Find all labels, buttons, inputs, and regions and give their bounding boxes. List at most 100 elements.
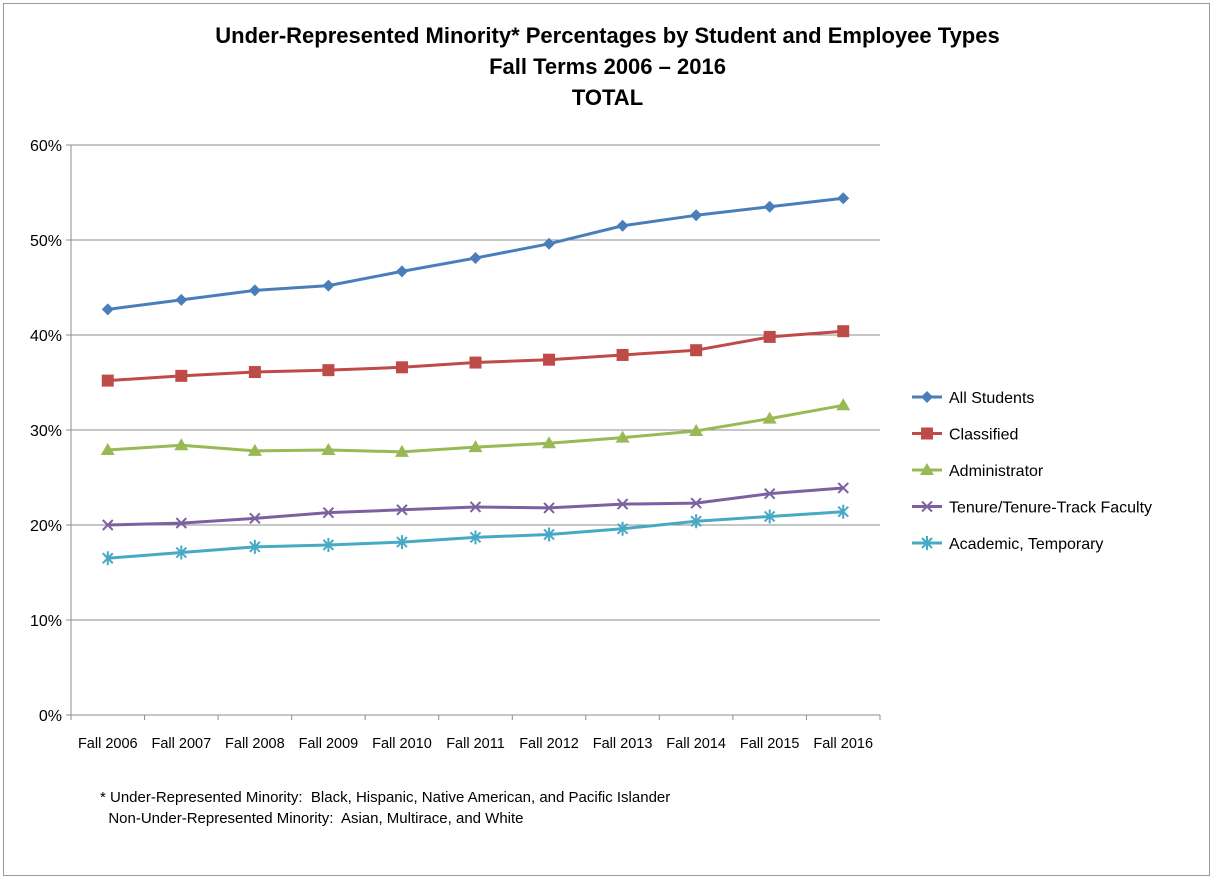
data-point [100, 442, 115, 455]
data-point [616, 348, 629, 361]
y-tick-label: 10% [30, 613, 62, 630]
y-tick-label: 30% [30, 423, 62, 440]
data-point [543, 237, 556, 250]
x-tick-label: Fall 2013 [593, 736, 653, 752]
data-point [837, 325, 850, 338]
data-point [102, 519, 114, 531]
chart-title: Under-Represented Minority* Percentages … [215, 23, 1000, 48]
data-point [690, 514, 702, 529]
series-3 [102, 482, 849, 531]
footnote-line-1: * Under-Represented Minority: Black, His… [100, 789, 671, 806]
data-point [175, 545, 188, 560]
series-4 [102, 504, 849, 566]
data-point [616, 498, 629, 510]
x-tick-label: Fall 2012 [519, 736, 579, 752]
series-0 [101, 192, 850, 316]
y-tick-label: 50% [30, 233, 62, 250]
data-point [322, 506, 335, 519]
data-point [395, 265, 408, 278]
x-tick-label: Fall 2007 [151, 736, 211, 752]
y-tick-label: 40% [30, 328, 62, 345]
legend: All Students Classified Administrator Tenur… [912, 390, 1152, 553]
data-point [249, 539, 261, 554]
series-2 [100, 398, 851, 457]
axes [66, 144, 881, 720]
legend-marker [921, 427, 933, 440]
data-point [616, 219, 629, 232]
legend-item: All Students [912, 390, 1034, 407]
legend-marker [921, 500, 933, 513]
data-point [175, 293, 188, 306]
data-point [763, 330, 776, 343]
data-point [469, 530, 482, 545]
x-tick-label: Fall 2015 [740, 736, 800, 752]
data-point [322, 537, 335, 552]
x-tick-label: Fall 2011 [446, 736, 505, 752]
chart-titles: Under-Represented Minority* Percentages … [0, 20, 1215, 113]
footnote-line-2: Non-Under-Represented Minority: Asian, M… [100, 810, 524, 827]
data-point [763, 509, 776, 524]
legend-label: Classified [949, 427, 1018, 444]
data-point [763, 487, 776, 500]
legend-label: Tenure/Tenure-Track Faculty [949, 500, 1152, 517]
data-point [247, 443, 262, 456]
data-point [543, 502, 555, 514]
legend-label: Academic, Temporary [949, 536, 1103, 553]
data-point [394, 444, 409, 457]
x-tick-label: Fall 2014 [666, 736, 726, 752]
chart-subtitle: Fall Terms 2006 – 2016 [489, 54, 726, 79]
data-point [174, 438, 189, 451]
data-point [321, 442, 336, 455]
data-point [395, 361, 408, 374]
footnote: * Under-Represented Minority: Black, His… [100, 787, 670, 829]
data-point [248, 284, 261, 297]
legend-item: Academic, Temporary [912, 536, 1103, 553]
data-point [763, 200, 776, 213]
data-point [469, 356, 482, 369]
y-tick-label: 20% [30, 518, 62, 535]
data-point [175, 369, 188, 382]
data-point [101, 303, 114, 316]
legend-label: Administrator [949, 463, 1044, 480]
y-tick-label: 60% [30, 138, 62, 155]
gridlines [71, 144, 880, 621]
legend-marker [921, 391, 933, 403]
data-point [469, 501, 482, 513]
data-point [837, 192, 850, 205]
data-point [248, 366, 261, 379]
x-tick-label: Fall 2008 [225, 736, 285, 752]
data-point [762, 411, 777, 424]
data-point [396, 535, 408, 550]
data-point [690, 344, 703, 357]
data-point [469, 252, 482, 265]
data-point [837, 504, 849, 519]
data-point [615, 430, 630, 443]
series-1 [101, 325, 850, 387]
data-point [542, 436, 557, 449]
data-point [249, 512, 261, 525]
legend-marker [920, 463, 934, 475]
legend-item: Administrator [912, 463, 1044, 480]
series-group [100, 192, 851, 566]
x-tick-label: Fall 2016 [813, 736, 873, 752]
data-point [322, 364, 335, 377]
data-point [837, 482, 849, 494]
y-axis-tick-labels: 0% 10% 20% 30% 40% 50% 60% [30, 138, 62, 725]
data-point [690, 209, 703, 222]
data-point [468, 440, 483, 453]
data-point [101, 374, 114, 387]
x-axis-tick-labels: Fall 2006 Fall 2007 Fall 2008 Fall 2009 Fall… [78, 736, 873, 752]
data-point [543, 353, 556, 366]
data-point [690, 497, 702, 509]
data-point [836, 398, 851, 411]
x-tick-label: Fall 2009 [299, 736, 359, 752]
legend-label: All Students [949, 390, 1034, 407]
legend-marker [921, 536, 933, 550]
legend-item: Classified [912, 427, 1018, 444]
data-point [396, 504, 408, 516]
data-point [543, 527, 555, 542]
data-point [616, 521, 629, 536]
data-point [322, 279, 335, 292]
data-point [689, 423, 704, 436]
